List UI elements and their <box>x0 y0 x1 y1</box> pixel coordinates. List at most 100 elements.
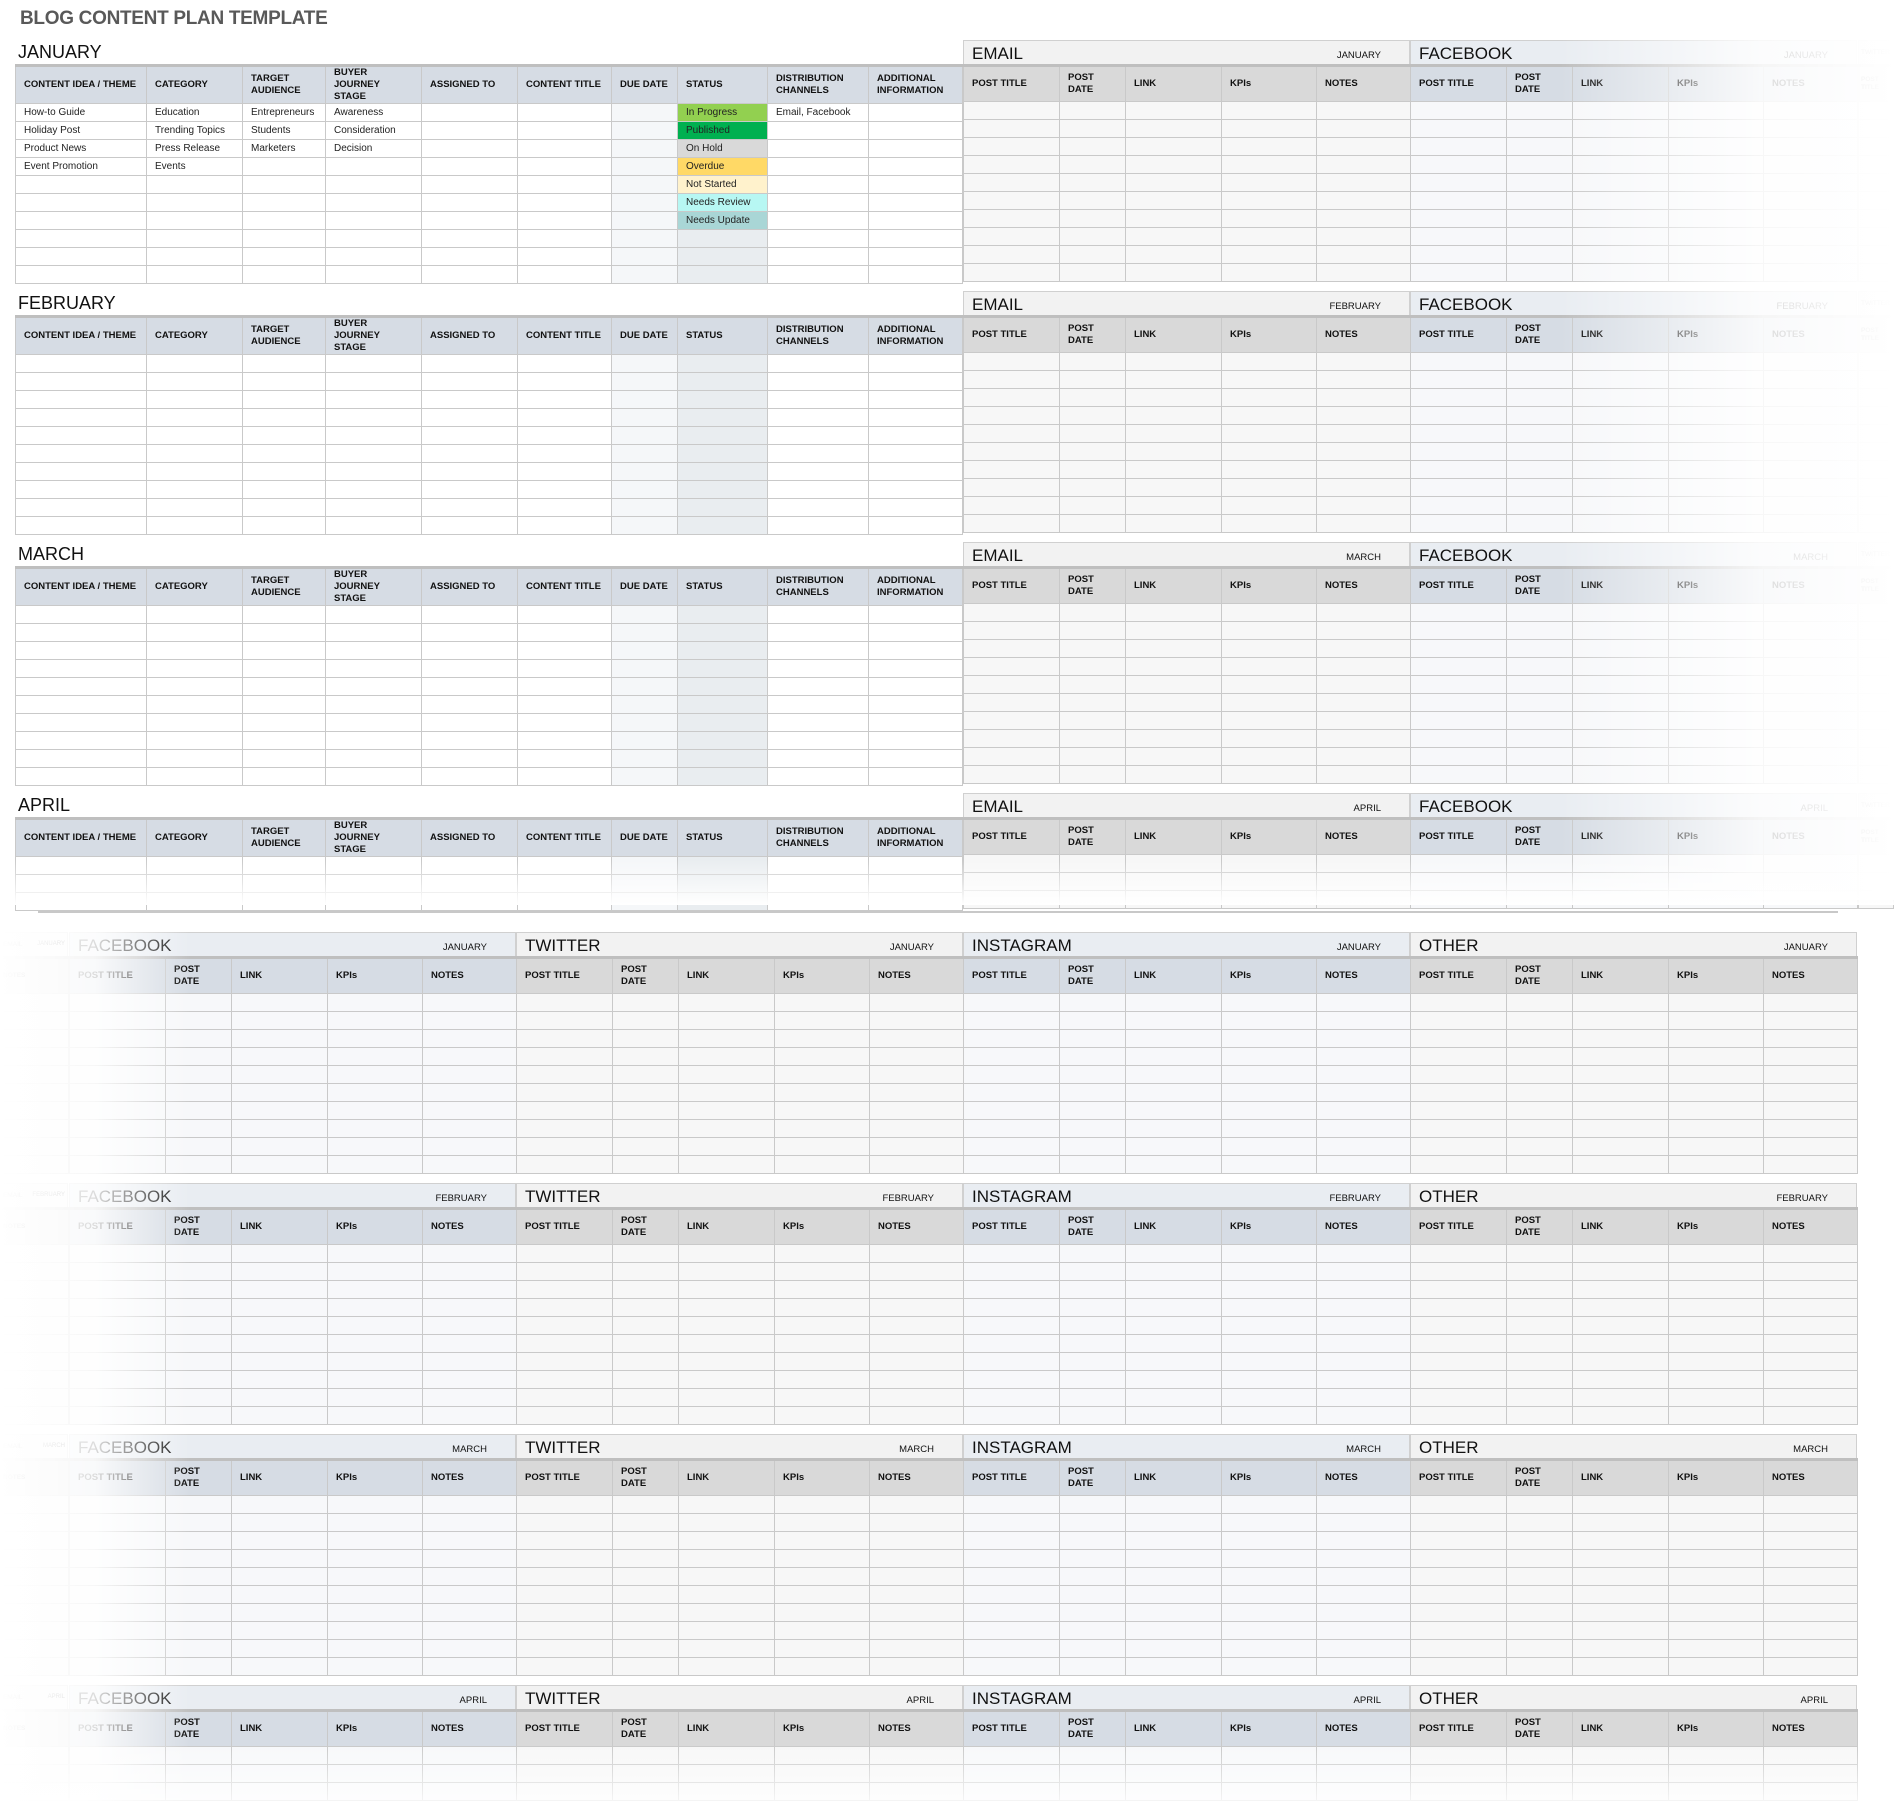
table-cell[interactable] <box>767 749 869 768</box>
table-cell[interactable] <box>1221 173 1317 192</box>
table-cell[interactable] <box>1506 747 1573 766</box>
table-cell[interactable] <box>1506 1244 1573 1263</box>
table-cell[interactable] <box>1763 1621 1858 1640</box>
table-cell[interactable] <box>1316 872 1411 891</box>
table-cell[interactable] <box>963 872 1060 891</box>
table-cell[interactable] <box>1059 1639 1126 1658</box>
table-cell[interactable] <box>1221 1119 1317 1138</box>
table-cell[interactable] <box>963 890 1060 909</box>
table-cell[interactable] <box>165 1119 232 1138</box>
table-cell[interactable] <box>165 1155 232 1174</box>
table-cell[interactable] <box>422 1388 517 1407</box>
table-cell[interactable] <box>1763 1011 1858 1030</box>
table-cell[interactable] <box>611 139 678 158</box>
table-cell[interactable] <box>422 1585 517 1604</box>
table-cell[interactable] <box>231 1262 328 1281</box>
table-cell[interactable] <box>0 1119 69 1138</box>
table-cell[interactable] <box>165 1065 232 1084</box>
table-cell[interactable] <box>421 641 518 660</box>
status-cell[interactable]: Published <box>677 121 768 140</box>
table-cell[interactable] <box>1316 603 1411 622</box>
table-cell[interactable] <box>1572 1029 1669 1048</box>
table-cell[interactable] <box>1410 854 1507 873</box>
status-cell[interactable] <box>677 749 768 768</box>
table-cell[interactable] <box>963 1316 1060 1335</box>
table-cell[interactable] <box>242 749 326 768</box>
table-cell[interactable] <box>774 1155 870 1174</box>
table-cell[interactable] <box>1668 1047 1764 1066</box>
table-cell[interactable] <box>1125 711 1222 730</box>
table-cell[interactable] <box>1668 872 1764 891</box>
table-cell[interactable] <box>1316 1011 1411 1030</box>
table-cell[interactable] <box>767 354 869 373</box>
table-cell[interactable] <box>1125 1549 1222 1568</box>
table-cell[interactable] <box>963 1388 1060 1407</box>
table-cell[interactable] <box>611 480 678 499</box>
table-cell[interactable] <box>1668 711 1764 730</box>
table-cell[interactable] <box>422 1352 517 1371</box>
table-cell[interactable] <box>1221 1298 1317 1317</box>
table-cell[interactable]: Education <box>146 103 243 122</box>
table-cell[interactable] <box>1410 424 1507 443</box>
table-cell[interactable] <box>231 1782 328 1801</box>
table-cell[interactable] <box>1125 693 1222 712</box>
table-cell[interactable] <box>774 1549 870 1568</box>
table-cell[interactable] <box>1763 890 1858 909</box>
table-cell[interactable] <box>325 444 422 463</box>
table-cell[interactable] <box>517 516 612 535</box>
table-cell[interactable] <box>327 1639 423 1658</box>
table-cell[interactable] <box>1572 1388 1669 1407</box>
table-cell[interactable] <box>422 1495 517 1514</box>
table-cell[interactable] <box>1125 1244 1222 1263</box>
table-cell[interactable] <box>1763 514 1858 533</box>
table-cell[interactable] <box>1763 1083 1858 1102</box>
table-cell[interactable] <box>15 462 147 481</box>
table-cell[interactable] <box>1668 854 1764 873</box>
table-cell[interactable] <box>1858 137 1894 156</box>
table-cell[interactable] <box>517 767 612 786</box>
table-cell[interactable] <box>1763 1029 1858 1048</box>
table-cell[interactable] <box>165 1657 232 1676</box>
table-cell[interactable] <box>963 227 1060 246</box>
table-cell[interactable] <box>1059 442 1126 461</box>
table-cell[interactable] <box>1572 1316 1669 1335</box>
table-cell[interactable] <box>325 498 422 517</box>
table-cell[interactable] <box>1316 1280 1411 1299</box>
table-cell[interactable] <box>517 121 612 140</box>
status-cell[interactable] <box>677 462 768 481</box>
table-cell[interactable] <box>422 1782 517 1801</box>
table-cell[interactable] <box>1572 209 1669 228</box>
table-cell[interactable] <box>1125 675 1222 694</box>
table-cell[interactable] <box>612 1316 679 1335</box>
table-cell[interactable] <box>242 390 326 409</box>
table-cell[interactable] <box>1858 406 1894 425</box>
table-cell[interactable] <box>1858 854 1894 873</box>
table-cell[interactable] <box>1572 191 1669 210</box>
table-cell[interactable] <box>325 659 422 678</box>
table-cell[interactable] <box>242 444 326 463</box>
table-cell[interactable] <box>1316 747 1411 766</box>
table-cell[interactable] <box>422 1567 517 1586</box>
table-cell[interactable] <box>869 993 964 1012</box>
table-cell[interactable] <box>678 1137 775 1156</box>
table-cell[interactable] <box>0 1585 69 1604</box>
table-cell[interactable] <box>517 605 612 624</box>
table-cell[interactable] <box>1506 209 1573 228</box>
table-cell[interactable] <box>325 892 422 911</box>
table-cell[interactable] <box>1506 675 1573 694</box>
status-cell[interactable] <box>677 354 768 373</box>
table-cell[interactable] <box>1221 657 1317 676</box>
table-cell[interactable] <box>1763 496 1858 515</box>
table-cell[interactable] <box>1059 1370 1126 1389</box>
table-cell[interactable] <box>231 1388 328 1407</box>
table-cell[interactable] <box>767 731 869 750</box>
table-cell[interactable] <box>963 1621 1060 1640</box>
table-cell[interactable] <box>612 1782 679 1801</box>
table-cell[interactable] <box>1316 711 1411 730</box>
table-cell[interactable] <box>1572 1603 1669 1622</box>
table-cell[interactable] <box>1059 1137 1126 1156</box>
table-cell[interactable] <box>327 1065 423 1084</box>
table-cell[interactable] <box>1316 890 1411 909</box>
table-cell[interactable] <box>516 1298 613 1317</box>
table-cell[interactable] <box>1125 1137 1222 1156</box>
